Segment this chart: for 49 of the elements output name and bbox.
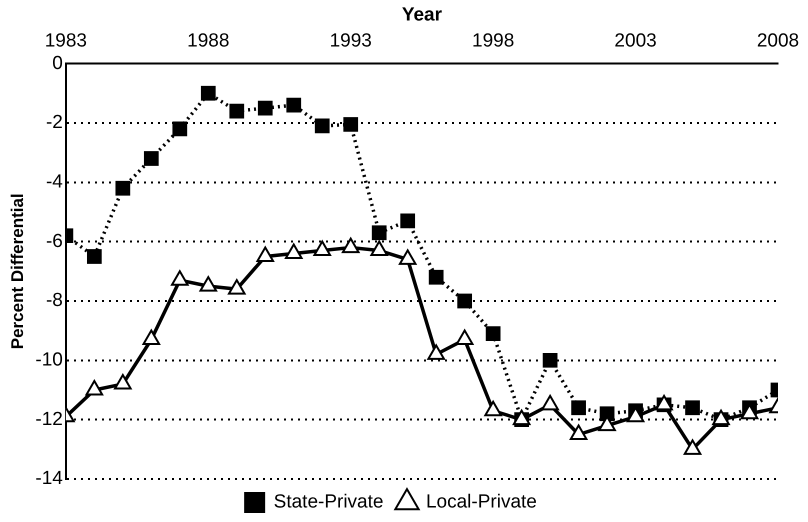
x-tick-label: 1998 [472, 30, 514, 52]
x-tick-label: 2008 [756, 30, 800, 52]
point [372, 225, 387, 240]
point [199, 276, 218, 292]
point [484, 400, 502, 416]
point [256, 246, 274, 262]
point [427, 344, 445, 360]
point [456, 330, 474, 346]
y-tick-label: -6 [46, 230, 63, 252]
point [258, 100, 273, 116]
legend-label: State-Private [274, 492, 384, 513]
point [342, 238, 360, 254]
point [286, 98, 302, 113]
point [398, 249, 416, 265]
y-tick-label: -10 [35, 350, 63, 371]
point [314, 118, 330, 134]
point [284, 243, 303, 259]
point [541, 394, 559, 410]
point [86, 380, 104, 396]
point [171, 270, 189, 286]
point [343, 117, 358, 132]
point [400, 213, 416, 228]
point [228, 279, 246, 295]
x-tick-label: 2003 [614, 30, 657, 52]
x-tick-label: 1993 [330, 30, 372, 52]
legend-label: Local-Private [426, 492, 537, 513]
y-tick-label: -12 [35, 408, 63, 430]
y-tick-label: -2 [46, 112, 63, 134]
point [172, 122, 188, 136]
point [370, 240, 388, 256]
y-tick-label: 0 [52, 52, 63, 74]
point [144, 151, 159, 166]
point [142, 330, 160, 346]
x-tick-label: 1983 [44, 30, 87, 52]
point [115, 180, 130, 196]
y-tick-label: -8 [46, 290, 63, 312]
point [684, 439, 702, 455]
point [200, 86, 216, 101]
y-tick-label: -4 [46, 172, 64, 193]
point [86, 249, 102, 264]
x-axis-title: Year [402, 4, 443, 26]
point [570, 424, 588, 440]
y-axis-title: Percent Differential [8, 193, 27, 350]
point [428, 270, 444, 285]
y-tick-label: -14 [35, 468, 64, 490]
point [229, 104, 244, 118]
point [114, 374, 132, 390]
x-tick-label: 1988 [187, 30, 230, 52]
point [313, 240, 332, 256]
